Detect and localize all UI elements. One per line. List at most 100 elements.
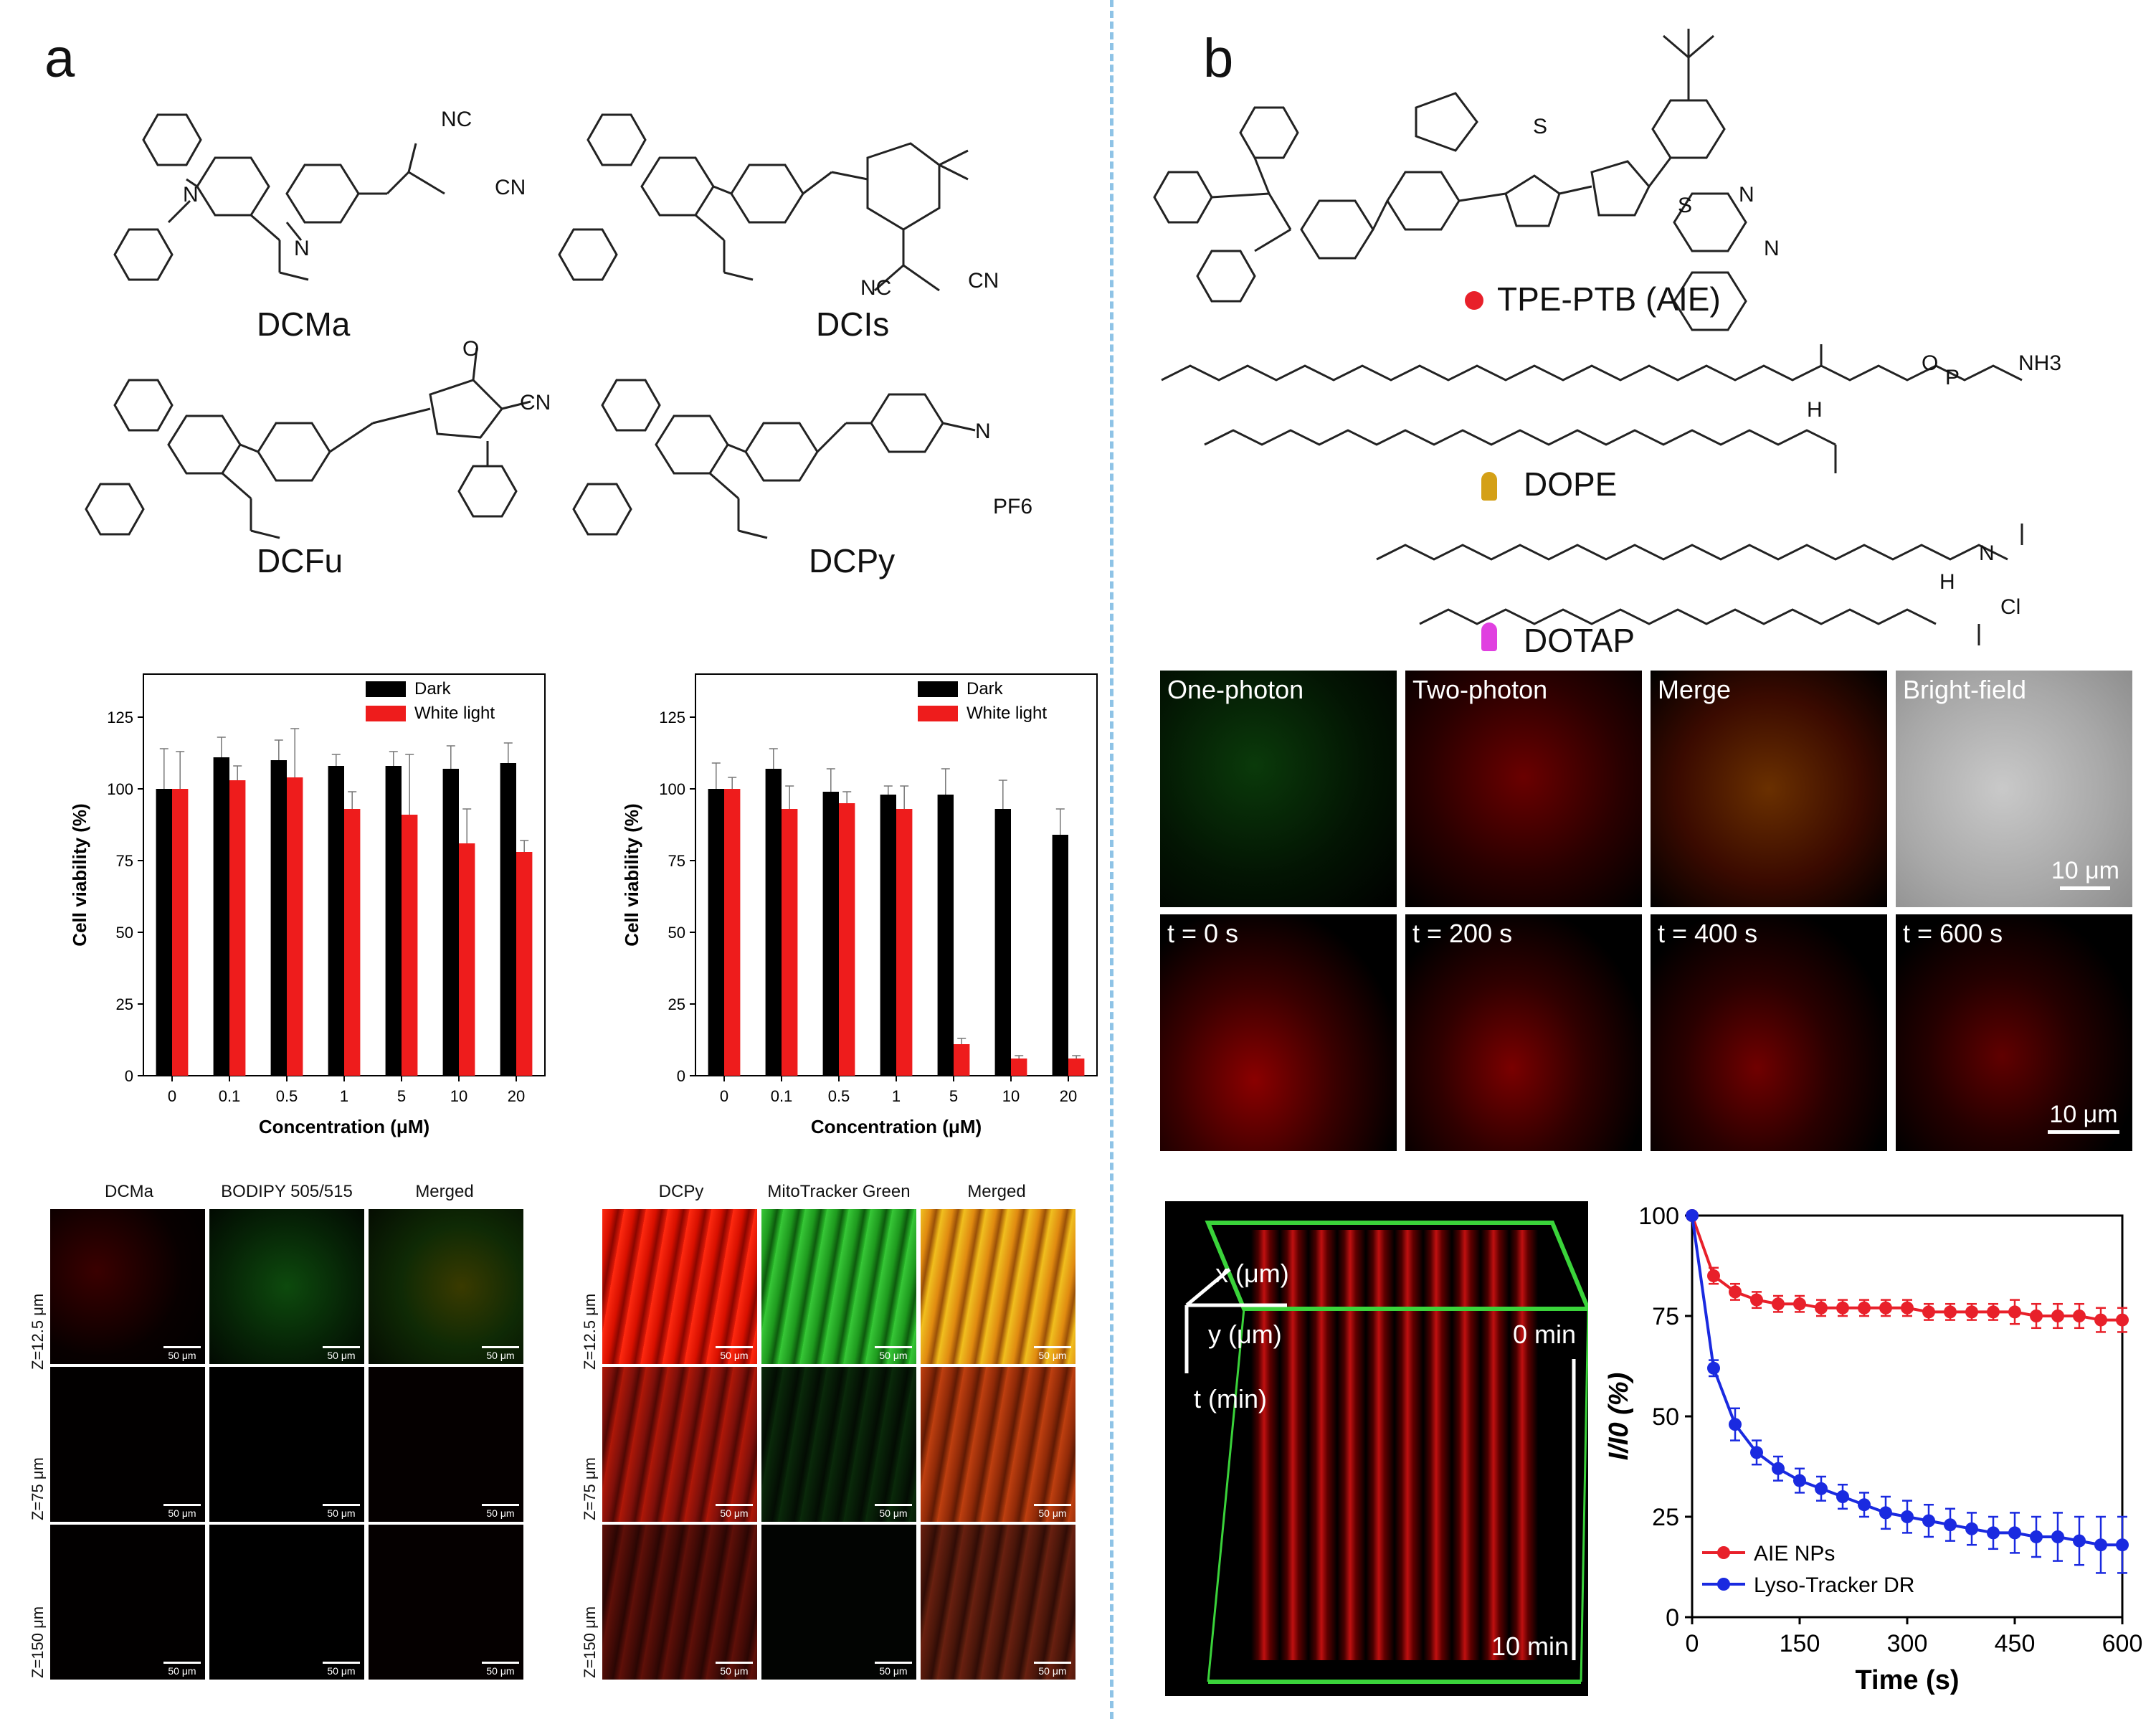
micro-label-merge: Merge	[1658, 675, 1732, 704]
y-tick-label: 75	[1652, 1303, 1679, 1330]
bar-white-light	[1068, 1059, 1085, 1076]
dope-lipid-icon	[1481, 472, 1497, 501]
tpe-s2-label: S	[1678, 194, 1693, 217]
dcis-cn-label: CN	[968, 269, 999, 293]
data-point	[1836, 1301, 1849, 1315]
tpe-ptb-structure	[1153, 29, 1747, 331]
legend-swatch	[366, 681, 406, 697]
bar-dark	[156, 789, 172, 1076]
y-tick-label: 25	[668, 995, 685, 1013]
bar-white-light	[287, 777, 303, 1076]
dcfu-o-label: O	[462, 337, 480, 361]
bar-chart-right: 0 25 50 75 100 125 0 0.1 0.5 1 5 10 20 Concentration …	[621, 673, 1098, 1137]
micro-two-photon: Two-photon	[1405, 671, 1642, 907]
legend-label: AIE NPs	[1754, 1542, 1835, 1566]
scale-bar-label: 50 μm	[720, 1665, 749, 1677]
tissue-right-merged-z75: 50 μm	[921, 1367, 1075, 1522]
micro-one-photon: One-photon	[1160, 671, 1397, 907]
tissue-grid-right: DCPy MitoTracker Green Merged Z=12.5 μm …	[552, 1176, 1097, 1692]
data-point	[1729, 1285, 1742, 1299]
y-tick-label: 50	[116, 924, 133, 942]
dope-structure	[1161, 344, 2023, 473]
x-tick-label: 0.5	[276, 1087, 298, 1105]
micro-label-t600: t = 600 s	[1903, 919, 2003, 948]
y-tick-label: 25	[1652, 1504, 1679, 1531]
y-tick-label: 125	[107, 709, 133, 726]
dcpy-pf6-label: PF6	[993, 495, 1033, 518]
scale-bar-label: 50 μm	[879, 1350, 908, 1361]
data-point	[1858, 1301, 1871, 1315]
x-tick-label: 0.1	[219, 1087, 241, 1105]
micro-label-t200: t = 200 s	[1412, 919, 1513, 948]
dcma-n1-label: N	[183, 183, 199, 207]
data-point	[1987, 1305, 2000, 1319]
compound-label-dope: DOPE	[1524, 465, 1618, 503]
micro-bright-field: Bright-field 10 μm	[1896, 671, 2132, 907]
tissue-left-col-1: BODIPY 505/515	[221, 1182, 353, 1201]
x-tick-label: 0	[720, 1087, 728, 1105]
y-axis-label: Cell viability (%)	[621, 803, 642, 946]
scale-bar-label: 50 μm	[168, 1507, 196, 1519]
dotap-n-label: N	[1979, 541, 1995, 565]
data-point	[2094, 1538, 2107, 1552]
scale-bar-label: 50 μm	[327, 1665, 356, 1677]
scale-bar-label: 10 μm	[2051, 857, 2119, 884]
x-tick-label: 1	[340, 1087, 348, 1105]
compound-label-dcis: DCIs	[816, 306, 890, 343]
micro-t200: t = 200 s	[1405, 914, 1642, 1151]
panel-divider	[1110, 0, 1113, 1719]
panel-b-structures	[1153, 29, 2023, 645]
tissue-left-merged-z150: 50 μm	[369, 1525, 523, 1680]
x-tick-label: 10	[450, 1087, 467, 1105]
data-point	[1944, 1305, 1957, 1319]
scale-bar-label: 50 μm	[1038, 1350, 1067, 1361]
stack-axis-y: y (μm)	[1208, 1320, 1282, 1349]
stack-3d-box	[1184, 1221, 1588, 1684]
bar-white-light	[839, 803, 855, 1076]
y-tick-label: 125	[659, 709, 685, 726]
scale-bar-label: 50 μm	[879, 1665, 908, 1677]
data-point	[1858, 1498, 1871, 1512]
compound-label-tpe-ptb: TPE-PTB (AIE)	[1497, 280, 1721, 318]
tissue-left-bodipy-z75: 50 μm	[209, 1367, 364, 1522]
compound-label-dcma: DCMa	[257, 306, 351, 343]
tissue-left-merged-z12: 50 μm	[369, 1209, 523, 1364]
dcfu-structure	[85, 347, 531, 539]
scale-bar-label: 50 μm	[1038, 1665, 1067, 1677]
y-tick-label: 100	[1638, 1203, 1679, 1230]
dcfu-cn-label: CN	[520, 391, 551, 415]
micro-label-one-photon: One-photon	[1167, 675, 1304, 704]
dope-p-label: P	[1945, 366, 1960, 389]
scale-bar-label: 50 μm	[486, 1665, 515, 1677]
dcis-structure	[558, 113, 969, 292]
data-point	[1750, 1293, 1763, 1307]
data-point	[2116, 1313, 2129, 1327]
x-tick-label: 0	[168, 1087, 176, 1105]
x-tick-label: 0.5	[828, 1087, 850, 1105]
data-point	[1879, 1301, 1892, 1315]
tpe-n-label: N	[1739, 183, 1754, 207]
legend-swatch	[918, 681, 958, 697]
bar-white-light	[172, 789, 189, 1076]
x-tick-label: 450	[1995, 1630, 2036, 1657]
stack-time-start: 0 min	[1513, 1320, 1577, 1349]
y-tick-label: 0	[677, 1067, 685, 1085]
micro-t600: t = 600 s 10 μm	[1896, 914, 2132, 1151]
tissue-grid-left: DCMa BODIPY 505/515 Merged Z=12.5 μm Z=7…	[0, 1176, 545, 1692]
data-point	[1836, 1490, 1849, 1503]
legend-label: Dark	[414, 679, 452, 699]
tissue-right-row-0: Z=12.5 μm	[581, 1293, 599, 1370]
x-tick-label: 150	[1780, 1630, 1820, 1657]
x-tick-label: 5	[397, 1087, 406, 1105]
data-point	[2008, 1305, 2021, 1319]
tissue-right-mito-z12: 50 μm	[761, 1209, 916, 1364]
tissue-right-col-2: Merged	[967, 1182, 1026, 1201]
stack-time-end: 10 min	[1491, 1632, 1569, 1661]
bar-dark	[213, 757, 229, 1076]
scale-bar-label: 50 μm	[327, 1350, 356, 1361]
bar-dark	[385, 766, 402, 1076]
dcis-nc-label: NC	[860, 276, 892, 300]
tissue-left-merged-z75: 50 μm	[369, 1367, 523, 1522]
dotap-h-label: H	[1939, 570, 1955, 594]
panel-letter-a: a	[44, 28, 75, 89]
